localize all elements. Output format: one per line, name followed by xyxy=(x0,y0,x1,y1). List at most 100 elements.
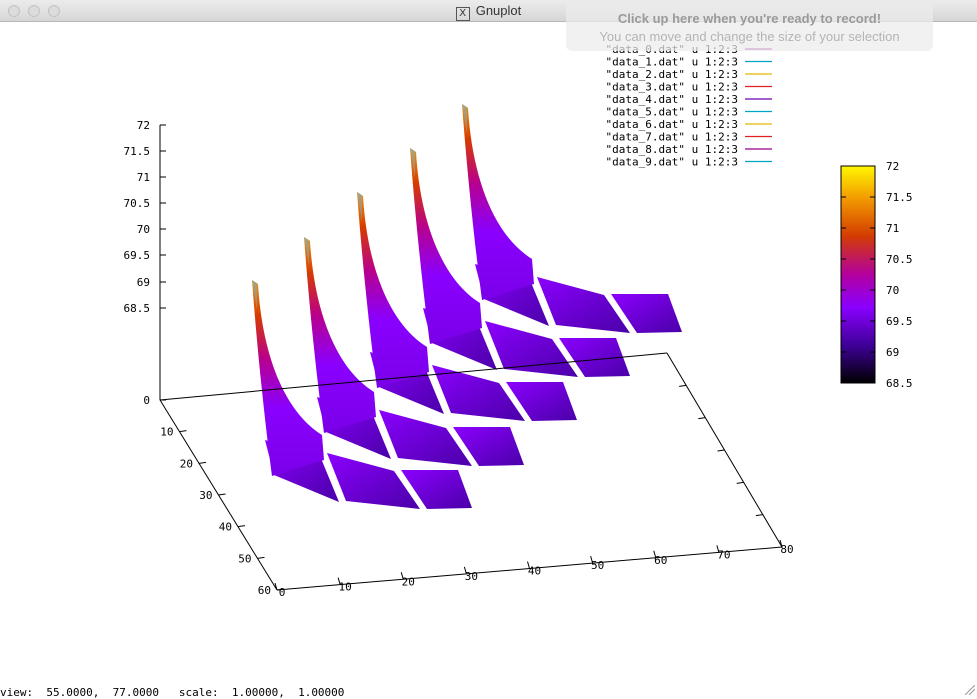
colorbar-tick-label: 68.5 xyxy=(886,377,913,390)
surface-floor-c xyxy=(401,470,472,509)
surface-group xyxy=(252,104,682,509)
window-title: X Gnuplot xyxy=(0,3,977,21)
surface-floor-c xyxy=(611,294,682,333)
x-tick-label: 20 xyxy=(402,575,415,588)
y-tick xyxy=(237,525,246,528)
window-title-text: Gnuplot xyxy=(475,3,522,18)
colorbar-tick-label: 72 xyxy=(886,160,899,173)
record-overlay-title: Click up here when you're ready to recor… xyxy=(617,11,882,26)
colorbar-gradient xyxy=(840,165,876,384)
x-tick xyxy=(400,572,404,580)
z-tick-label: 69.5 xyxy=(124,249,151,262)
minimize-window-button[interactable] xyxy=(28,5,40,17)
surface-tip xyxy=(410,148,415,178)
x-tick-label: 80 xyxy=(780,543,793,556)
colorbar-tick-label: 70 xyxy=(886,284,899,297)
legend-entry-label: "data_4.dat" u 1:2:3 xyxy=(606,93,738,106)
surface-sheet-0 xyxy=(462,104,682,333)
x-tick-label: 40 xyxy=(528,565,541,578)
colorbar-tick-label: 70.5 xyxy=(886,253,913,266)
surface-floor-c xyxy=(559,338,630,377)
x-tick-label: 50 xyxy=(591,559,604,572)
back-tick xyxy=(755,514,763,517)
x-tick xyxy=(274,582,278,591)
legend-entry-label: "data_2.dat" u 1:2:3 xyxy=(606,68,738,81)
x-tick-label: 60 xyxy=(654,554,667,567)
status-scale-label: scale: xyxy=(178,686,219,699)
x-tick-label: 70 xyxy=(717,548,730,561)
zoom-window-button[interactable] xyxy=(48,5,60,17)
y-tick xyxy=(257,556,265,559)
y-tick-label: 50 xyxy=(238,552,251,565)
z-tick-label: 70 xyxy=(137,223,150,236)
y-tick-label: 60 xyxy=(258,584,271,597)
colorbar-tick-label: 69.5 xyxy=(886,315,913,328)
status-view-label: view: xyxy=(0,686,34,699)
close-window-button[interactable] xyxy=(8,5,20,17)
x-tick xyxy=(337,577,341,585)
surface-sheet-2 xyxy=(357,192,577,421)
resize-grip-icon[interactable] xyxy=(965,685,975,695)
x-tick-label: 0 xyxy=(279,586,286,599)
surface-floor-b xyxy=(327,453,420,509)
surface-back-panel xyxy=(462,104,534,300)
x-tick xyxy=(527,561,530,569)
z-tick-label: 71 xyxy=(137,171,150,184)
surface-tip xyxy=(462,104,467,134)
colorbar-tick-label: 69 xyxy=(886,346,899,359)
x-tick-label: 10 xyxy=(339,581,352,594)
axis-back-x xyxy=(159,352,668,401)
y-tick-label: 30 xyxy=(199,489,212,502)
surface-floor-b xyxy=(379,410,472,466)
colorbar: 72 71.5 71 70.5 70 69.5 69 68.5 xyxy=(840,160,913,390)
x-tick-label: 30 xyxy=(465,570,478,583)
y-tick xyxy=(179,430,187,433)
legend-entry-label: "data_7.dat" u 1:2:3 xyxy=(606,131,738,144)
legend-entry-label: "data_6.dat" u 1:2:3 xyxy=(606,118,738,131)
legend-entry-label: "data_3.dat" u 1:2:3 xyxy=(606,81,738,94)
z-tick-label: 0 xyxy=(143,394,150,407)
x-tick xyxy=(590,555,594,564)
back-tick xyxy=(698,417,706,420)
surface-tip xyxy=(252,280,257,310)
back-tick xyxy=(736,481,744,484)
back-tick xyxy=(717,449,725,452)
legend-entry-label: "data_9.dat" u 1:2:3 xyxy=(606,156,738,169)
z-tick-label: 69 xyxy=(137,276,150,289)
legend-entry-label: "data_8.dat" u 1:2:3 xyxy=(606,143,738,156)
y-tick-label: 40 xyxy=(219,521,232,534)
colorbar-tick-label: 71.5 xyxy=(886,191,913,204)
surface-floor-c xyxy=(506,382,577,421)
legend: "data_0.dat" u 1:2:3"data_1.dat" u 1:2:3… xyxy=(606,43,772,169)
record-overlay-hint: You can move and change the size of your… xyxy=(599,29,900,44)
surface-back-panel xyxy=(252,280,324,476)
x-tick xyxy=(653,550,657,558)
surface-floor-b xyxy=(537,277,630,333)
y-tick xyxy=(198,461,207,464)
axes-group: 72 71.5 71 70.5 70 69.5 69 68.5 0 10 20 30 40 50 60 0 10… xyxy=(124,119,794,599)
surface-sheet-1 xyxy=(410,148,630,377)
surface-back-panel xyxy=(304,237,376,433)
surface-floor-b xyxy=(432,365,525,421)
x-tick xyxy=(779,539,783,548)
record-overlay[interactable]: Click up here when you're ready to recor… xyxy=(566,3,933,51)
z-tick-label: 68.5 xyxy=(124,302,151,315)
x11-icon: X xyxy=(455,7,470,21)
status-bar: view: 55.0000, 77.0000 scale: 1.00000, 1… xyxy=(0,686,344,699)
x-tick xyxy=(716,545,720,553)
surface-sheet-4 xyxy=(252,280,472,509)
colorbar-tick-label: 71 xyxy=(886,222,899,235)
status-scale-values: 1.00000, 1.00000 xyxy=(231,686,345,699)
y-tick-label: 20 xyxy=(180,457,193,470)
legend-entry-label: "data_1.dat" u 1:2:3 xyxy=(606,56,738,69)
surface-floor-c xyxy=(453,427,524,466)
surface-tip xyxy=(304,237,309,267)
y-tick-label: 10 xyxy=(160,426,173,439)
legend-entry-label: "data_5.dat" u 1:2:3 xyxy=(606,106,738,119)
y-tick xyxy=(276,588,285,591)
back-tick xyxy=(679,384,687,387)
y-tick xyxy=(218,493,226,496)
z-tick-label: 70.5 xyxy=(124,197,151,210)
surface-back-panel xyxy=(410,148,482,344)
